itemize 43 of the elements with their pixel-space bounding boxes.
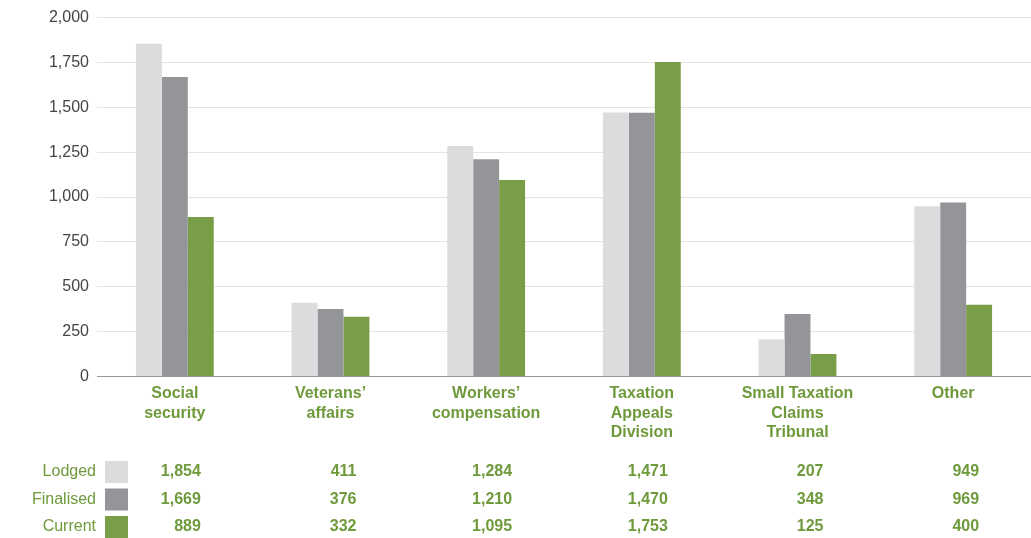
data-label: 207 [796,462,824,480]
bar [966,304,993,376]
y-tick-label: 1,000 [48,187,90,205]
data-label: 949 [952,462,980,480]
data-label: 400 [952,517,980,535]
data-label: 1,854 [160,462,201,480]
bar [187,216,214,376]
y-tick-label: 1,750 [48,52,90,70]
data-label: 1,471 [627,462,668,480]
x-tick-label: Small Taxation Claims Tribunal [741,384,854,440]
bar [343,316,370,376]
x-tick-label: Social security [144,384,206,421]
bar [758,339,785,376]
data-label: 889 [174,517,201,535]
y-tick-label: 1,500 [48,97,90,115]
data-label: 1,753 [627,517,668,535]
x-tick-label: Workers’ compensation [431,384,541,421]
y-tick-label: 2,000 [48,8,90,26]
data-label: 125 [796,517,824,535]
bar [499,179,526,376]
y-tick-label: 750 [62,232,90,250]
legend-label: Finalised [31,489,96,507]
bar [654,61,681,376]
x-tick-label: Other [931,384,975,402]
legend-label: Lodged [42,462,96,480]
data-label: 1,284 [472,462,513,480]
data-label: 969 [952,489,980,507]
y-tick-label: 1,250 [48,142,90,160]
data-label: 1,669 [160,489,201,507]
y-tick-label: 500 [62,277,90,295]
y-tick-label: 250 [62,321,90,339]
legend-label: Current [42,517,97,535]
bar [810,353,837,376]
data-label: 411 [330,462,357,480]
x-tick-label: Veterans’ affairs [294,384,367,421]
data-label: 348 [796,489,824,507]
x-tick-label: Taxation Appeals Division [609,384,675,440]
data-label: 1,210 [472,489,513,507]
data-label: 376 [329,489,357,507]
y-tick-label: 0 [80,366,90,384]
data-label: 1,470 [627,489,668,507]
data-label: 332 [329,517,357,535]
data-label: 1,095 [472,517,513,535]
